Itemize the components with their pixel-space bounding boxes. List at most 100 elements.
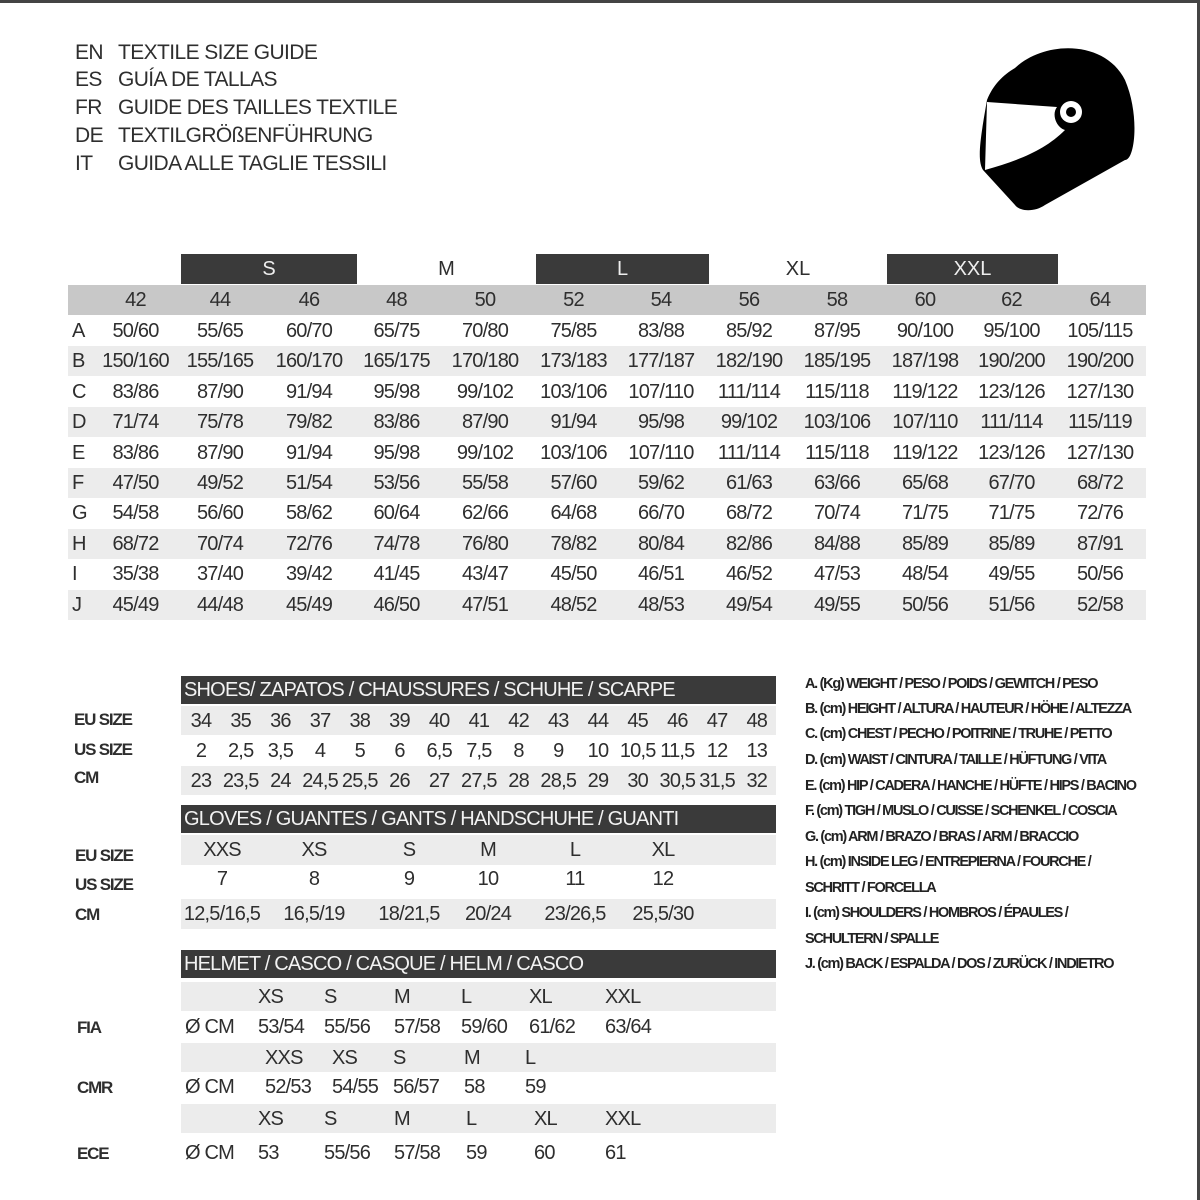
row-label: A (72, 320, 85, 342)
value-cell: 59 (525, 1076, 546, 1098)
page-border-top (0, 0, 1200, 3)
guide-title: TEXTILE SIZE GUIDE (118, 41, 318, 64)
value-cell: 61/62 (529, 1016, 576, 1038)
value-cell: 53/54 (258, 1016, 305, 1038)
table-cell: 82/86 (725, 532, 773, 555)
unit-label: Ø CM (185, 1016, 235, 1038)
table-cell: 18/21,5 (378, 903, 440, 925)
table-cell: 30,5 (659, 770, 697, 792)
table-cell: 30 (627, 770, 649, 792)
table-cell: 48/53 (637, 593, 685, 616)
table-cell: XXS (203, 839, 241, 861)
table-cell: 85/92 (725, 320, 773, 342)
table-cell: 31,5 (699, 770, 736, 792)
legend-item: F. (cm) TIGH / MUSLO / CUISSE / SCHENKEL… (805, 803, 1118, 819)
table-cell: 170/180 (451, 350, 520, 373)
size-header-42: 42 (125, 289, 146, 311)
row-label: E (72, 441, 85, 464)
table-cell: 20/24 (464, 903, 512, 925)
size-cell: L (461, 986, 472, 1008)
table-cell: 173/183 (540, 350, 608, 373)
guide-title: GUIDA ALLE TAGLIE TESSILI (118, 152, 387, 175)
table-cell: 39 (389, 710, 410, 732)
table-cell: 46/50 (373, 593, 420, 616)
table-cell: 70/80 (461, 320, 509, 342)
table-cell: 37/40 (196, 563, 244, 586)
table-cell: 155/165 (186, 350, 255, 373)
table-cell: 47/53 (813, 563, 861, 586)
table-cell: 65/75 (373, 320, 420, 342)
table-cell: 28 (508, 770, 529, 792)
size-header-52: 52 (563, 289, 584, 311)
table-cell: 45/49 (285, 593, 333, 616)
table-cell: 8 (308, 868, 320, 890)
table-cell: 7,5 (466, 740, 492, 762)
size-header-58: 58 (826, 289, 848, 311)
value-cell: 57/58 (394, 1016, 441, 1038)
size-group-xl: XL (785, 258, 811, 280)
table-cell: 87/90 (196, 441, 244, 464)
size-cell: L (466, 1108, 477, 1130)
table-cell: 39/42 (285, 563, 333, 586)
table-cell: 53/56 (373, 472, 420, 494)
table-cell: 32 (746, 770, 768, 792)
table-cell: L (569, 839, 581, 861)
table-cell: 190/200 (1066, 350, 1135, 373)
table-cell: 10 (477, 868, 499, 890)
table-cell: 187/198 (891, 350, 960, 373)
value-cell: 54/55 (332, 1076, 379, 1098)
size-cell: XXL (605, 1108, 641, 1130)
table-cell: 76/80 (461, 532, 509, 555)
table-cell: 26 (389, 770, 410, 792)
table-cell: 80/84 (637, 532, 685, 555)
row-stripe (181, 835, 776, 865)
row-label: CM (75, 905, 100, 924)
table-cell: 64/68 (550, 502, 597, 525)
table-cell: 107/110 (628, 380, 694, 403)
table-cell: 99/102 (720, 411, 778, 434)
table-cell: 103/106 (803, 411, 872, 434)
table-cell: 28,5 (540, 770, 577, 792)
table-cell: 49/52 (196, 472, 244, 494)
table-cell: 95/100 (983, 320, 1040, 342)
table-cell: 67/70 (988, 472, 1035, 494)
table-cell: 58/62 (285, 502, 333, 525)
table-cell: 48/52 (550, 593, 597, 616)
row-label: CMR (77, 1078, 113, 1097)
row-stripe (181, 982, 776, 1011)
size-cell: XXS (265, 1047, 303, 1069)
table-cell: 95/98 (373, 441, 420, 464)
size-cell: M (464, 1047, 481, 1069)
table-cell: 9 (403, 868, 415, 890)
size-cell: L (525, 1047, 536, 1069)
table-cell: 4 (314, 740, 326, 762)
size-cell: S (324, 1108, 337, 1130)
size-cell: S (393, 1047, 406, 1069)
size-cell: XS (258, 986, 284, 1008)
table-cell: 185/195 (803, 350, 872, 373)
legend-item: H. (cm) INSIDE LEG / ENTREPIERNA / FOURC… (805, 854, 1092, 870)
table-cell: 27 (428, 770, 450, 792)
guide-title: GUIDE DES TAILLES TEXTILE (118, 96, 398, 119)
table-cell: 160/170 (275, 350, 344, 373)
value-cell: 60 (534, 1142, 555, 1164)
table-cell: 107/110 (628, 441, 694, 464)
size-header-54: 54 (650, 289, 672, 311)
table-cell: 35/38 (112, 563, 159, 586)
language-code: DE (75, 124, 104, 147)
value-cell: 59/60 (461, 1016, 508, 1038)
table-cell: XL (651, 839, 676, 861)
table-cell: 44/48 (196, 593, 244, 616)
table-cell: 91/94 (550, 411, 597, 434)
row-label: B (72, 350, 85, 373)
legend-item: J. (cm) BACK / ESPALDA / DOS / ZURÜCK / … (805, 956, 1114, 972)
size-header-band (68, 285, 1146, 315)
table-cell: 87/90 (196, 380, 244, 403)
table-cell: 11 (565, 868, 585, 890)
table-cell: 11,5 (660, 740, 695, 762)
legend-item: A. (Kg) WEIGHT / PESO / POIDS / GEWITCH … (805, 676, 1099, 692)
size-cell: XS (258, 1108, 284, 1130)
table-cell: 85/89 (988, 532, 1035, 555)
table-cell: 123/126 (978, 441, 1046, 464)
value-cell: 55/56 (324, 1142, 371, 1164)
